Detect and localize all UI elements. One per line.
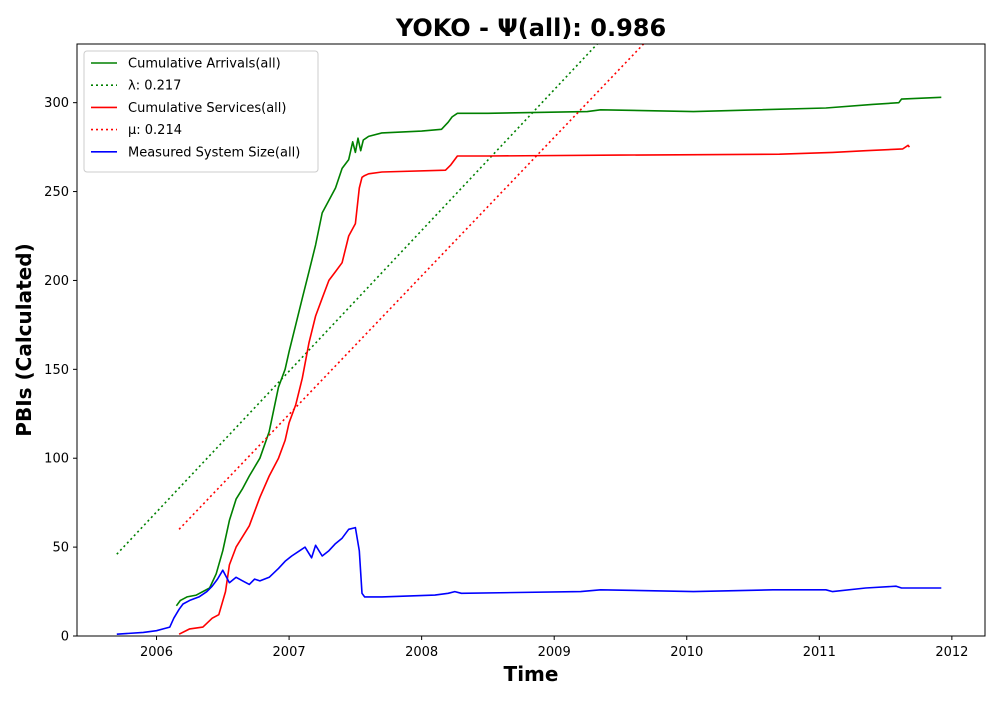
x-tick-label: 2010: [670, 645, 703, 660]
y-tick-label: 150: [44, 363, 69, 378]
y-tick-label: 50: [52, 541, 69, 556]
x-tick-label: 2009: [538, 645, 571, 660]
legend-label-0: Cumulative Arrivals(all): [128, 57, 281, 72]
y-tick-label: 0: [61, 630, 69, 645]
x-tick-label: 2011: [803, 645, 836, 660]
y-tick-label: 100: [44, 452, 69, 467]
x-axis-title: Time: [504, 662, 559, 686]
x-tick-label: 2006: [140, 645, 173, 660]
y-tick-label: 300: [44, 96, 69, 111]
y-tick-label: 250: [44, 185, 69, 200]
legend-label-3: μ: 0.214: [128, 123, 182, 138]
x-tick-label: 2008: [405, 645, 438, 660]
legend-label-4: Measured System Size(all): [128, 145, 300, 160]
plot-frame: [76, 43, 986, 637]
y-tick-label: 200: [44, 274, 69, 289]
y-axis-title: PBIs (Calculated): [12, 243, 36, 436]
x-tick-label: 2007: [273, 645, 306, 660]
series-line-4: [116, 526, 942, 635]
legend-box: [83, 50, 319, 173]
x-tick-label: 2012: [935, 645, 968, 660]
y-axis-ticks: 0 50 100 150 200 250 300: [44, 96, 77, 645]
series-line-0: [175, 96, 942, 607]
legend: Cumulative Arrivals(all) λ: 0.217 Cumulati…: [83, 50, 319, 173]
chart-title: YOKO - Ψ(all): 0.986: [395, 14, 666, 42]
legend-label-2: Cumulative Services(all): [128, 101, 286, 116]
series-line-2: [178, 144, 911, 635]
plot-area: [116, 44, 942, 635]
legend-label-1: λ: 0.217: [128, 79, 181, 94]
x-axis-ticks: 2006 2007 2008 2009 2010 2011 2012: [140, 636, 968, 660]
